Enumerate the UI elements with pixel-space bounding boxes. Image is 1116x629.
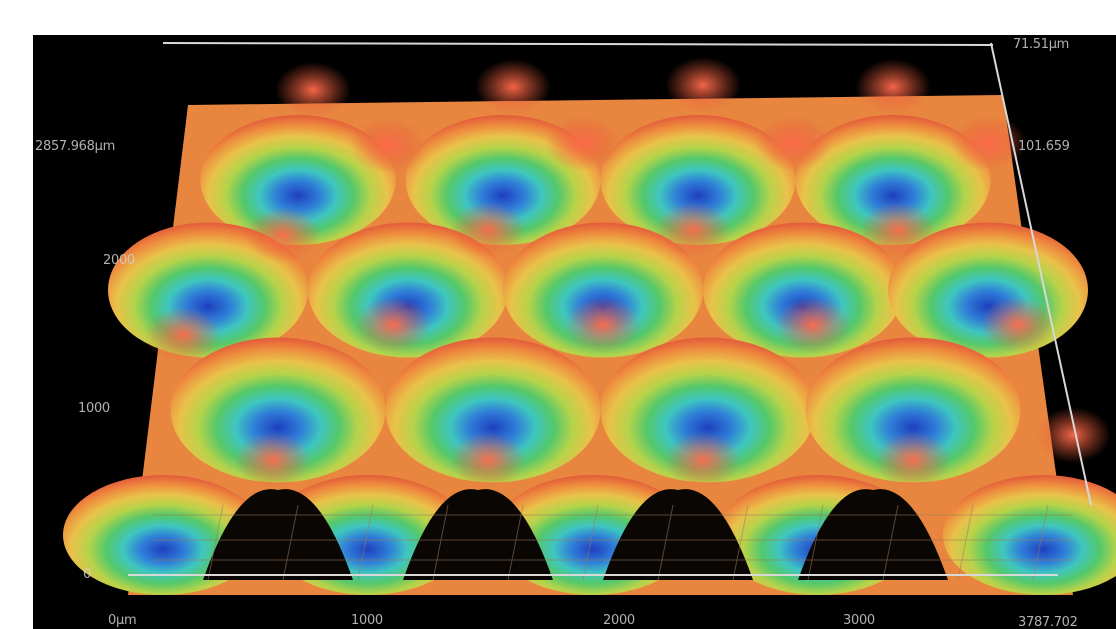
surface-cell <box>200 115 396 245</box>
right-axis-line <box>990 42 1092 506</box>
surface-peak <box>775 297 851 353</box>
z-axis-label-top: 71.51µm <box>1013 37 1070 52</box>
grid-line <box>1032 504 1049 581</box>
surface-peak <box>950 115 1026 171</box>
grid-line <box>282 504 299 581</box>
surface-peak <box>355 297 431 353</box>
surface-cells <box>63 115 1116 595</box>
front-arch <box>603 489 753 580</box>
surface-peak <box>565 297 641 353</box>
front-arch <box>403 489 553 580</box>
top-axis-line <box>162 42 994 46</box>
x-axis-label-end: 3787.702 <box>1018 615 1078 629</box>
x-axis-label-3000: 3000 <box>843 613 875 628</box>
surface-cell <box>703 222 903 358</box>
grid-line <box>207 504 224 581</box>
surface-peak <box>755 115 831 171</box>
surface-cell <box>503 222 703 358</box>
grid-line <box>507 504 524 581</box>
grid-line <box>582 504 599 581</box>
surface-cell <box>600 337 816 483</box>
surface-peak <box>655 202 731 258</box>
surface-peak <box>665 432 741 488</box>
surface-peak <box>1035 407 1111 463</box>
surface-peak <box>350 117 426 173</box>
surface-peak <box>450 432 526 488</box>
x-axis-label-2000: 2000 <box>603 613 635 628</box>
surface-cell <box>170 337 386 483</box>
surface-peak <box>235 432 311 488</box>
surface-peak <box>275 62 351 118</box>
surface-peak <box>245 207 321 263</box>
grid-line <box>882 504 899 581</box>
grid-line <box>357 504 374 581</box>
surface-peak <box>875 432 951 488</box>
y-axis-label-0: 0 <box>83 567 91 582</box>
surface-cell <box>805 337 1021 483</box>
grid-line <box>432 504 449 581</box>
3d-surface-plot <box>63 42 1116 595</box>
grid-line <box>957 504 974 581</box>
surface-peak <box>475 59 551 115</box>
x-axis-label-0: 0µm <box>108 613 137 628</box>
surface-peaks <box>145 57 1111 488</box>
surface-peak <box>665 57 741 113</box>
y-axis-label-1000: 1000 <box>78 401 110 416</box>
front-arches <box>203 489 948 580</box>
grid-line <box>732 504 749 581</box>
surface-profile-figure: 2857.968µm 2000 1000 0 0µm 1000 2000 300… <box>33 35 1116 629</box>
floor-grid <box>153 504 1073 581</box>
front-arch <box>203 489 353 580</box>
x-axis-label-1000: 1000 <box>351 613 383 628</box>
surface-cell <box>943 475 1116 595</box>
surface-peak <box>145 307 221 363</box>
surface-cell <box>795 115 991 245</box>
surface-peak <box>855 59 931 115</box>
surface-peak <box>450 202 526 258</box>
z-axis-label-mid: 101.659 <box>1018 139 1070 154</box>
surface-cell <box>385 337 601 483</box>
y-axis-label-2000: 2000 <box>103 253 135 268</box>
grid-line <box>807 504 824 581</box>
grid-line <box>657 504 674 581</box>
surface-peak <box>860 202 936 258</box>
surface-peak <box>980 297 1056 353</box>
surface-peak <box>545 115 621 171</box>
front-arch <box>798 489 948 580</box>
surface-cell <box>600 115 796 245</box>
y-axis-label-top: 2857.968µm <box>35 139 115 154</box>
